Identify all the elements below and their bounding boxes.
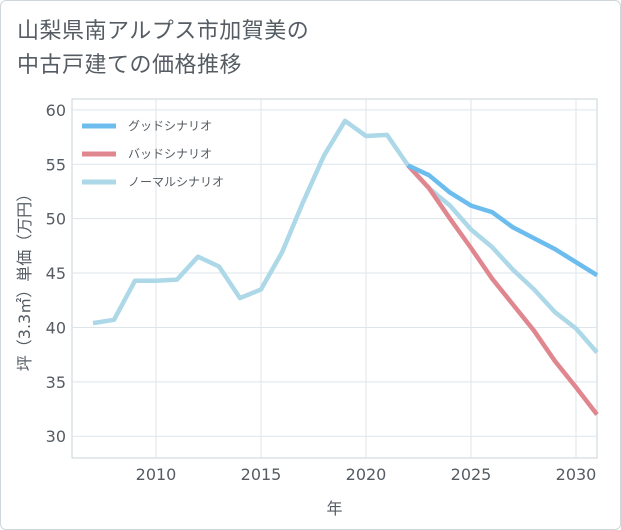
x-tick-label: 2030 bbox=[556, 465, 597, 484]
y-tick-label: 35 bbox=[46, 373, 66, 392]
y-tick-label: 45 bbox=[46, 264, 66, 283]
x-tick-label: 2025 bbox=[451, 465, 492, 484]
series-line-2 bbox=[92, 118, 599, 354]
chart-title: 山梨県南アルプス市加賀美の 中古戸建ての価格推移 bbox=[17, 15, 309, 83]
series-lines bbox=[92, 118, 599, 416]
y-axis-label: 坪（3.3㎡）単価（万円） bbox=[15, 186, 34, 371]
grid bbox=[72, 99, 597, 458]
y-tick-label: 55 bbox=[46, 155, 66, 174]
chart-title-line-1: 山梨県南アルプス市加賀美の bbox=[17, 19, 310, 44]
tick-labels: 2010 2015 2020 2025 2030 30 35 40 45 50 55 60 bbox=[46, 101, 597, 484]
legend-label: グッドシナリオ bbox=[128, 119, 212, 133]
y-tick-label: 60 bbox=[46, 101, 66, 120]
legend-label: バッドシナリオ bbox=[128, 147, 212, 161]
chart-title-line-2: 中古戸建ての価格推移 bbox=[17, 53, 243, 78]
x-tick-label: 2010 bbox=[136, 465, 177, 484]
series-line-1 bbox=[406, 163, 599, 416]
y-tick-label: 30 bbox=[46, 427, 66, 446]
x-axis-label: 年 bbox=[326, 499, 342, 518]
x-tick-label: 2015 bbox=[241, 465, 282, 484]
legend-label: ノーマルシナリオ bbox=[128, 175, 224, 189]
y-tick-label: 40 bbox=[46, 318, 66, 337]
series-line-0 bbox=[407, 163, 599, 278]
y-tick-label: 50 bbox=[46, 210, 66, 229]
x-tick-label: 2020 bbox=[346, 465, 387, 484]
